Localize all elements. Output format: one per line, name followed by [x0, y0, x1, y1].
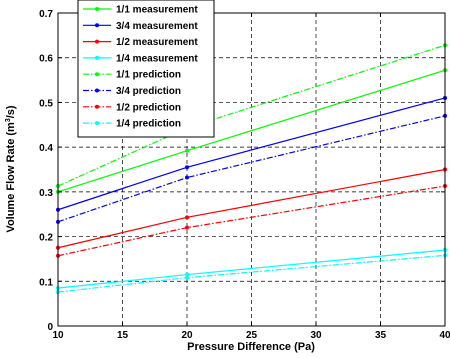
- y-axis-ticks: 0 0.1 0.2 0.3 0.4 0.5 0.6 0.7: [39, 9, 445, 333]
- legend-box: [77, 0, 215, 138]
- x-tick-label: 30: [310, 330, 322, 341]
- y-tick-label: 0.2: [39, 233, 53, 244]
- x-tick-label: 20: [181, 330, 193, 341]
- legend-label-3-4-measurement: 3/4 measurement: [116, 21, 198, 32]
- y-axis-title-sup: 3: [5, 118, 12, 122]
- legend-marker-1-4-prediction: [95, 121, 99, 126]
- grid: [58, 13, 445, 326]
- data-point-1-2-measurement: [185, 215, 189, 220]
- legend-label-1-4-measurement: 1/4 measurement: [116, 53, 198, 64]
- y-axis-title-tail: /s): [5, 105, 17, 118]
- y-tick-label: 0: [47, 322, 53, 333]
- y-axis-title: Volume Flow Rate (m3/s): [5, 105, 17, 233]
- y-axis-title-main: Volume Flow Rate (m: [5, 122, 17, 233]
- legend-marker-1-1-prediction: [95, 72, 99, 77]
- x-tick-label: 40: [439, 330, 450, 341]
- y-tick-label: 0.5: [39, 98, 53, 109]
- x-axis-title: Pressure Difference (Pa): [187, 341, 315, 353]
- series-lines: [56, 43, 447, 295]
- legend-label-1-1-prediction: 1/1 prediction: [116, 70, 181, 81]
- legend-marker-1-4-measurement: [95, 55, 99, 60]
- x-tick-label: 15: [117, 330, 129, 341]
- legend-label-1-2-prediction: 1/2 prediction: [116, 102, 181, 113]
- data-point-1-4-prediction: [185, 275, 189, 280]
- legend-marker-1-2-measurement: [95, 39, 99, 44]
- y-tick-label: 0.4: [39, 143, 53, 154]
- y-tick-label: 0.3: [39, 188, 53, 199]
- y-tick-label: 0.6: [39, 54, 53, 65]
- data-point-3-4-measurement: [185, 165, 189, 170]
- legend-marker-3-4-prediction: [95, 88, 99, 93]
- data-point-3-4-prediction: [185, 175, 189, 180]
- data-point-1-2-prediction: [185, 225, 189, 230]
- x-tick-label: 10: [52, 330, 64, 341]
- y-tick-label: 0.1: [39, 277, 53, 288]
- legend-label-1-1-measurement: 1/1 measurement: [116, 5, 198, 16]
- x-tick-label: 25: [246, 330, 258, 341]
- data-point-1-4-measurement: [185, 272, 189, 277]
- y-tick-label: 0.7: [39, 9, 53, 20]
- legend-marker-1-1-measurement: [95, 7, 99, 11]
- data-point-1-1-measurement: [185, 148, 189, 153]
- legend-marker-1-2-prediction: [95, 104, 99, 109]
- legend-label-1-4-prediction: 1/4 prediction: [116, 119, 181, 130]
- series-line-3-4-prediction: [57, 115, 446, 223]
- legend-marker-3-4-measurement: [95, 23, 99, 28]
- x-tick-label: 35: [375, 330, 387, 341]
- x-axis-ticks: 10 15 20 25 30 35 40: [52, 13, 450, 341]
- legend-label-3-4-prediction: 3/4 prediction: [116, 86, 181, 97]
- legend: 1/1 measurement 3/4 measurement 1/2 measur…: [77, 0, 215, 138]
- legend-label-1-2-measurement: 1/2 measurement: [116, 37, 198, 48]
